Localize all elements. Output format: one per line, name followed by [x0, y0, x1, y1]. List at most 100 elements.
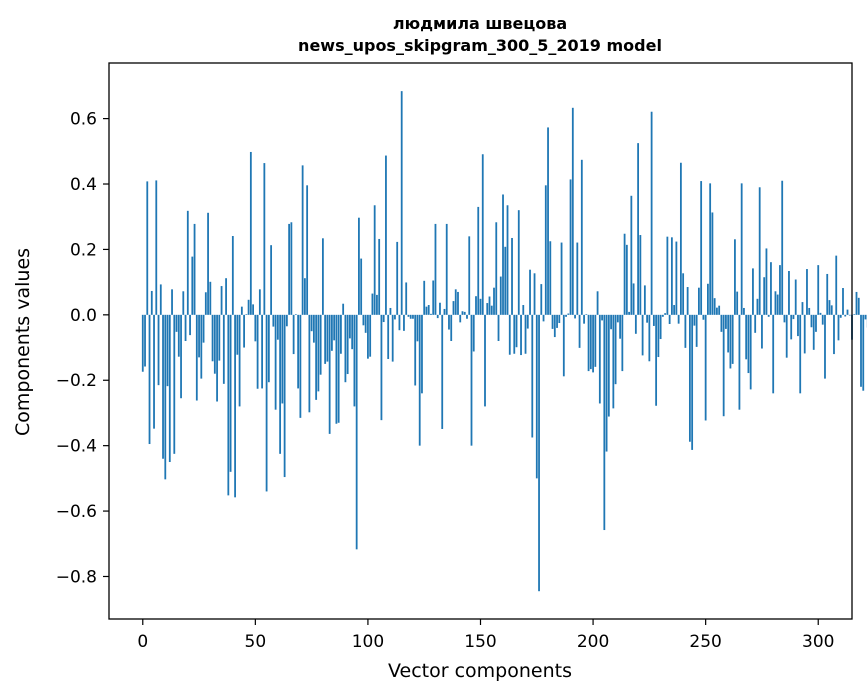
bar: [436, 314, 439, 319]
bar: [445, 223, 448, 315]
bar: [738, 314, 741, 410]
bar: [279, 314, 282, 454]
bar: [430, 313, 432, 315]
bar: [301, 165, 304, 315]
bar: [844, 314, 847, 317]
bar: [526, 314, 529, 329]
bar: [670, 237, 673, 315]
bar: [380, 314, 383, 421]
bar: [652, 314, 655, 326]
y-tick-label: −0.4: [56, 437, 97, 457]
bar: [628, 311, 631, 315]
bar: [745, 314, 748, 360]
bar: [619, 314, 621, 339]
bar: [443, 308, 446, 315]
bar: [171, 289, 173, 315]
bar: [761, 314, 763, 349]
bar: [481, 154, 484, 315]
bar: [299, 314, 302, 418]
bar: [695, 314, 698, 347]
chart-title: людмила швецова: [393, 14, 567, 33]
y-tick-label: −0.2: [56, 371, 97, 391]
bar: [634, 314, 637, 334]
bar: [754, 314, 757, 333]
bar: [630, 195, 633, 315]
bar: [162, 314, 164, 459]
bar: [574, 314, 576, 319]
bar: [159, 284, 162, 315]
bar: [688, 314, 691, 442]
bar: [355, 314, 358, 550]
bar: [637, 143, 640, 315]
bar: [448, 314, 450, 330]
bar: [677, 314, 680, 324]
bar: [709, 183, 712, 315]
bar: [274, 314, 277, 410]
bar: [398, 314, 401, 331]
bar: [614, 314, 617, 385]
y-tick-label: −0.8: [56, 567, 97, 587]
bar: [391, 314, 394, 362]
bar: [236, 314, 239, 355]
bar: [702, 314, 705, 320]
bar: [211, 314, 214, 362]
bar: [155, 180, 158, 315]
bar: [583, 314, 585, 324]
y-tick-label: 0.2: [70, 240, 97, 260]
bar: [562, 314, 565, 377]
bar: [700, 181, 703, 315]
bar: [704, 314, 707, 421]
bar: [508, 314, 511, 355]
x-tick-label: 0: [137, 632, 148, 652]
bar: [454, 289, 457, 315]
bar: [175, 314, 178, 332]
bar: [256, 314, 259, 389]
bar: [369, 314, 372, 357]
bar: [776, 294, 779, 315]
bar: [623, 233, 626, 315]
bar: [249, 151, 252, 315]
bar: [718, 305, 721, 315]
bar: [315, 314, 318, 400]
bar: [405, 282, 408, 315]
bar: [783, 314, 786, 323]
bar: [594, 314, 597, 367]
bar: [821, 314, 824, 325]
bar: [191, 256, 194, 315]
bar: [513, 314, 516, 354]
y-tick-label: 0.0: [70, 306, 97, 326]
bar: [189, 314, 191, 336]
bar: [533, 273, 536, 315]
bar: [801, 302, 804, 315]
bar: [668, 314, 671, 324]
bar: [490, 305, 493, 315]
bar: [682, 273, 685, 315]
bar: [693, 314, 696, 326]
x-tick-label: 50: [245, 632, 267, 652]
bar: [344, 314, 347, 383]
bar: [425, 306, 428, 315]
bar: [616, 314, 619, 323]
bar: [691, 314, 694, 450]
bar: [319, 314, 322, 375]
bar: [603, 314, 606, 531]
bar: [522, 305, 525, 315]
bar: [707, 283, 709, 315]
bar: [607, 314, 610, 417]
bar: [648, 314, 651, 362]
bar: [779, 265, 781, 315]
bar: [213, 314, 216, 374]
bar: [774, 291, 777, 315]
bar: [229, 314, 232, 472]
bar: [565, 314, 567, 317]
bar: [731, 314, 734, 364]
bar: [186, 210, 189, 315]
bars-group: [141, 91, 867, 592]
bar: [459, 314, 462, 323]
bar: [592, 314, 594, 373]
bar: [457, 291, 459, 315]
bar: [664, 313, 667, 315]
bar: [261, 314, 264, 389]
bar: [479, 298, 482, 315]
bar: [547, 127, 549, 315]
